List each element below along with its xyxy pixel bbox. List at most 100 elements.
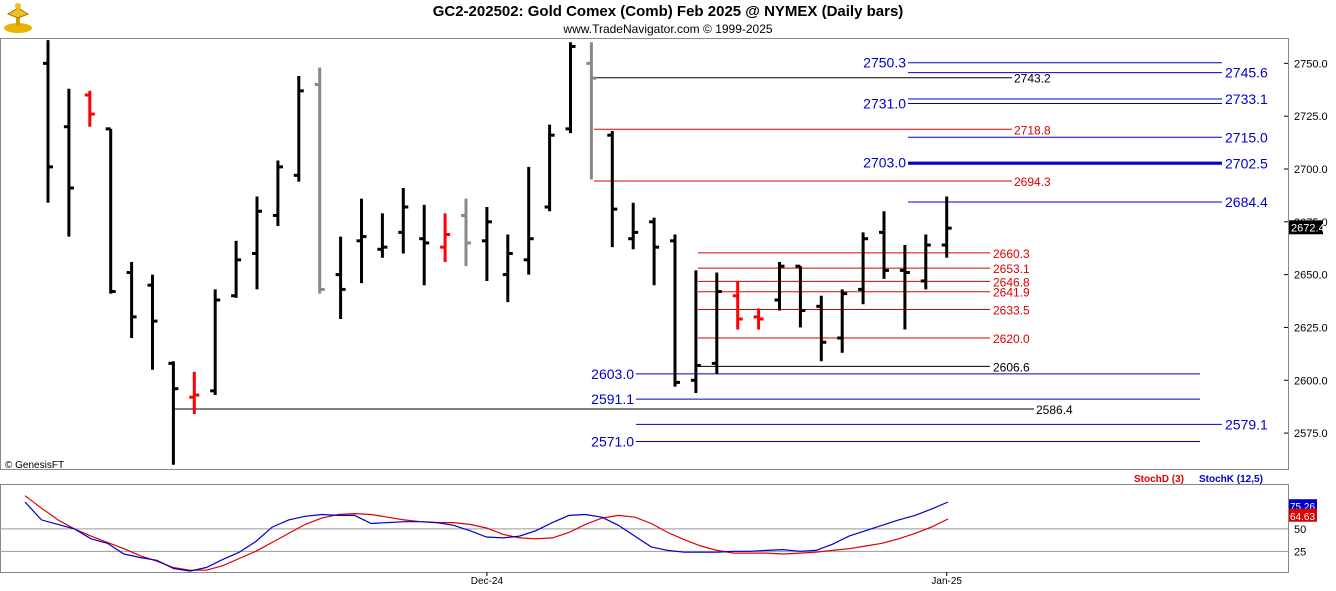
ohlc-bar (356, 198, 367, 284)
chart-subtitle: www.TradeNavigator.com © 1999-2025 (563, 22, 773, 36)
price-panel-frame (0, 38, 1289, 470)
price-tick-label: 2700.0 (1294, 164, 1328, 176)
date-axis: Dec-24 Jan-25 (471, 572, 962, 587)
ohlc-bar (231, 240, 242, 298)
ohlc-bar (649, 217, 660, 286)
ohlc-bar (544, 124, 555, 212)
ohlc-bar (586, 42, 597, 180)
date-label: Jan-25 (931, 576, 962, 587)
last-price-label: 2672.4 (1291, 222, 1325, 234)
ohlc-bar (899, 245, 910, 330)
ohlc-bar (377, 213, 388, 258)
chart-header: GC2-202502: Gold Comex (Comb) Feb 2025 @… (0, 0, 1336, 38)
ohlc-bar (941, 196, 952, 258)
ohlc-bar (147, 274, 158, 370)
legend-stochK: StochK (12,5) (1199, 474, 1263, 485)
stoch-series-line (24, 495, 949, 571)
level-label: 2703.0 (863, 155, 906, 171)
ohlc-bar (858, 232, 869, 305)
ohlc-bar (105, 127, 116, 294)
ohlc-bar (879, 211, 889, 279)
price-axis: 2750.02725.02700.02675.02650.02625.02600… (1284, 58, 1328, 440)
ohlc-bar (481, 207, 492, 281)
ohlc-bar (461, 198, 471, 267)
ohlc-bar (690, 270, 701, 393)
level-label: 2660.3 (993, 247, 1030, 261)
ohlc-bar (314, 67, 325, 294)
ohlc-bar (126, 261, 137, 339)
level-label: 2702.5 (1225, 156, 1268, 172)
ohlc-bar (272, 160, 283, 227)
copyright-label: © GenesisFT (5, 460, 64, 471)
level-label: 2715.0 (1225, 129, 1268, 145)
ohlc-bar (43, 40, 53, 203)
legend-stochD: StochD (3) (1134, 474, 1184, 485)
ohlc-bar (711, 272, 722, 374)
ohlc-bar (565, 42, 576, 134)
level-label: 2694.3 (1014, 175, 1051, 189)
price-tick-label: 2600.0 (1294, 375, 1328, 387)
level-label: 2571.0 (591, 434, 634, 450)
level-label: 2750.3 (863, 55, 906, 71)
ohlc-bar (293, 76, 304, 182)
price-bars (43, 40, 952, 465)
level-label: 2591.1 (591, 391, 634, 407)
ohlc-bar (816, 295, 827, 362)
level-label: 2731.0 (863, 95, 906, 111)
level-label: 2743.2 (1014, 72, 1051, 86)
level-label: 2586.4 (1036, 403, 1073, 417)
ohlc-bar (774, 261, 785, 311)
level-label: 2745.6 (1225, 65, 1268, 81)
level-label: 2633.5 (993, 303, 1030, 317)
ohlc-bar (63, 88, 74, 237)
stochD-value-box (1289, 508, 1317, 522)
ohlc-bar (628, 202, 639, 250)
ohlc-bar (670, 234, 680, 387)
level-label: 2684.4 (1225, 194, 1268, 210)
level-label: 2646.8 (993, 275, 1030, 289)
price-tick-label: 2750.0 (1294, 58, 1328, 70)
price-levels: 2750.3 2745.6 2743.2 2733.1 2731.0 2718.8 2715… (172, 55, 1268, 450)
ohlc-bar (607, 130, 618, 248)
stochK-value-label: 75.26 (1290, 502, 1315, 513)
level-label: 2620.0 (993, 332, 1030, 346)
ohlc-bar (419, 204, 430, 286)
ohlc-bar (440, 213, 451, 262)
price-tick-label: 2650.0 (1294, 270, 1328, 282)
level-label: 2718.8 (1014, 123, 1051, 137)
chart-title: GC2-202502: Gold Comex (Comb) Feb 2025 @… (432, 3, 904, 20)
level-label: 2579.1 (1225, 416, 1268, 432)
ohlc-bar (753, 308, 764, 330)
level-label: 2653.1 (993, 262, 1030, 276)
stoch-series-line (24, 501, 949, 572)
level-label: 2641.9 (993, 286, 1030, 300)
price-tick-label: 2725.0 (1294, 111, 1328, 123)
genesis-logo-icon (2, 2, 34, 36)
date-label: Dec-24 (471, 576, 504, 587)
ohlc-bar (920, 234, 931, 290)
last-price-box (1289, 220, 1323, 235)
ohlc-bar (252, 196, 262, 290)
level-label: 2606.6 (993, 360, 1030, 374)
ohlc-bar (210, 289, 221, 396)
level-label: 2603.0 (591, 366, 634, 382)
stoch-tick-label: 50 (1294, 524, 1306, 536)
stochD-value-label: 64.63 (1290, 512, 1315, 523)
ohlc-bar (795, 264, 806, 328)
ohlc-bar (523, 166, 534, 275)
ohlc-bar (732, 280, 743, 330)
ohlc-bar (168, 361, 179, 465)
level-label: 2733.1 (1225, 91, 1268, 107)
ohlc-bar (84, 90, 95, 127)
ohlc-bar (502, 234, 513, 303)
price-tick-label: 2625.0 (1294, 322, 1328, 334)
panel-separator (0, 470, 1336, 484)
ohlc-bar (335, 236, 346, 319)
stoch-tick-label: 25 (1294, 546, 1306, 558)
ohlc-bar (189, 371, 200, 415)
ohlc-bar (837, 289, 848, 353)
ohlc-bar (398, 188, 409, 254)
price-tick-label: 2575.0 (1294, 428, 1328, 440)
